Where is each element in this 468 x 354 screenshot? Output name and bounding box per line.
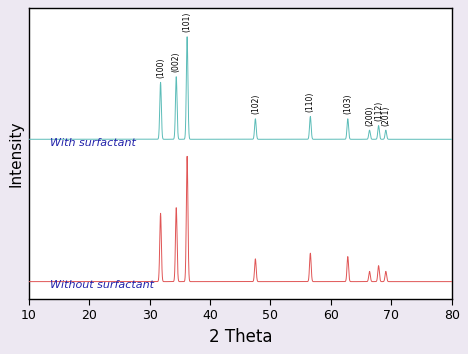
Text: (201): (201) <box>381 105 390 126</box>
Text: (102): (102) <box>251 94 260 114</box>
Text: (101): (101) <box>183 12 191 32</box>
Text: With surfactant: With surfactant <box>50 138 136 148</box>
X-axis label: 2 Theta: 2 Theta <box>209 328 272 346</box>
Text: (110): (110) <box>306 92 315 112</box>
Text: Without surfactant: Without surfactant <box>50 280 154 290</box>
Text: (200): (200) <box>365 105 374 126</box>
Text: (100): (100) <box>156 57 165 78</box>
Text: (112): (112) <box>374 101 383 121</box>
Text: (002): (002) <box>172 52 181 72</box>
Y-axis label: Intensity: Intensity <box>8 120 23 187</box>
Text: (103): (103) <box>344 94 352 114</box>
